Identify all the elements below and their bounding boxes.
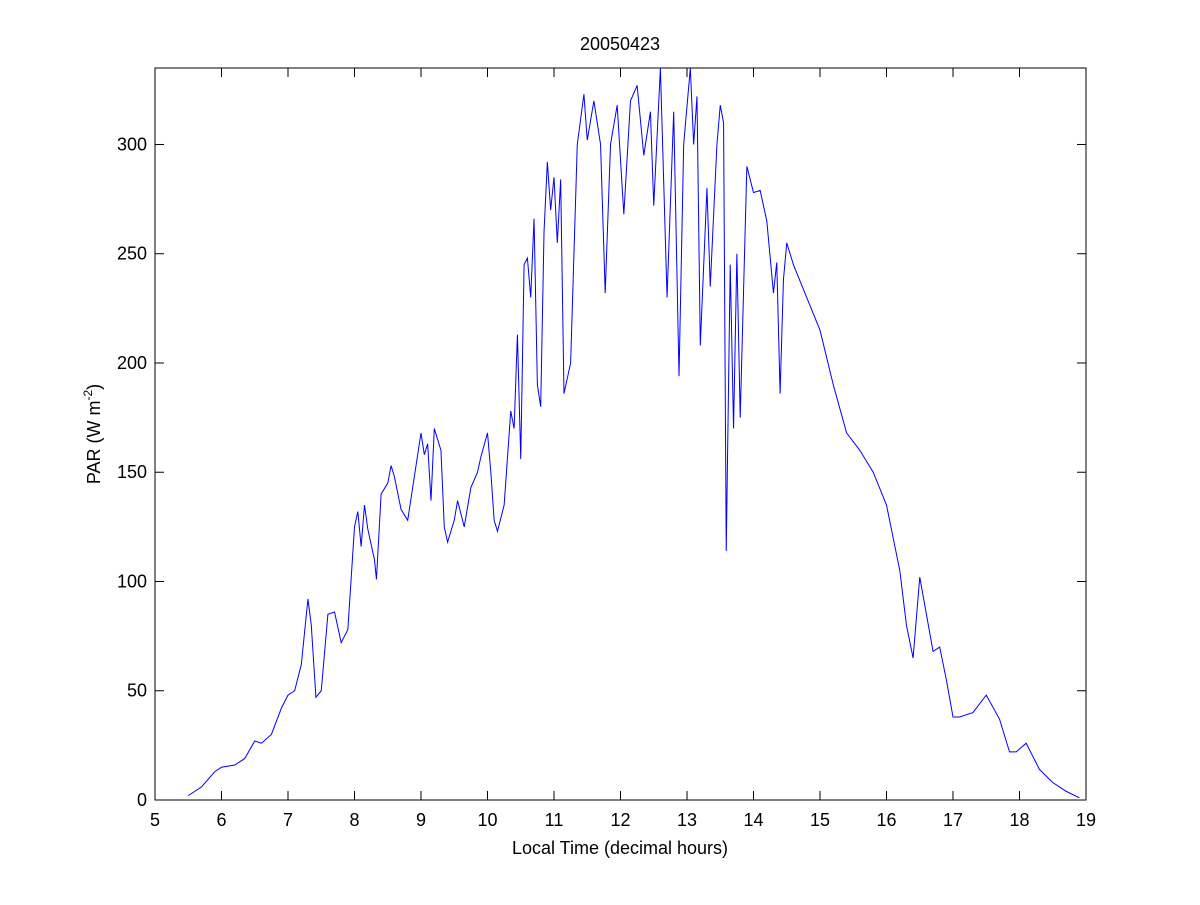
x-tick-label: 12 [610,810,630,830]
x-tick-label: 14 [743,810,763,830]
y-tick-label: 200 [117,353,147,373]
axes-box [154,67,1087,801]
y-label-text: ) [84,384,104,390]
y-tick-label: 0 [137,790,147,810]
y-tick-label: 150 [117,462,147,482]
x-tick-label: 13 [677,810,697,830]
y-tick-label: 100 [117,571,147,591]
x-tick-label: 19 [1076,810,1096,830]
x-tick-label: 7 [283,810,293,830]
x-tick-label: 10 [477,810,497,830]
x-axis-label: Local Time (decimal hours) [512,838,728,858]
y-label-text: PAR (W m [84,401,104,485]
y-label-sup: -2 [81,390,95,401]
x-tick-label: 15 [810,810,830,830]
x-tick-label: 17 [943,810,963,830]
x-tick-label: 5 [150,810,160,830]
chart-title: 20050423 [580,34,660,54]
y-axis-label: PAR (W m-2) [81,384,104,484]
x-tick-label: 16 [876,810,896,830]
y-tick-label: 50 [127,681,147,701]
x-tick-label: 11 [545,810,564,830]
x-tick-label: 18 [1009,810,1029,830]
x-tick-label: 9 [416,810,426,830]
y-tick-label: 300 [117,134,147,154]
x-tick-label: 6 [216,810,226,830]
data-line [187,67,1080,799]
x-tick-label: 8 [349,810,359,830]
y-tick-label: 250 [117,244,147,264]
